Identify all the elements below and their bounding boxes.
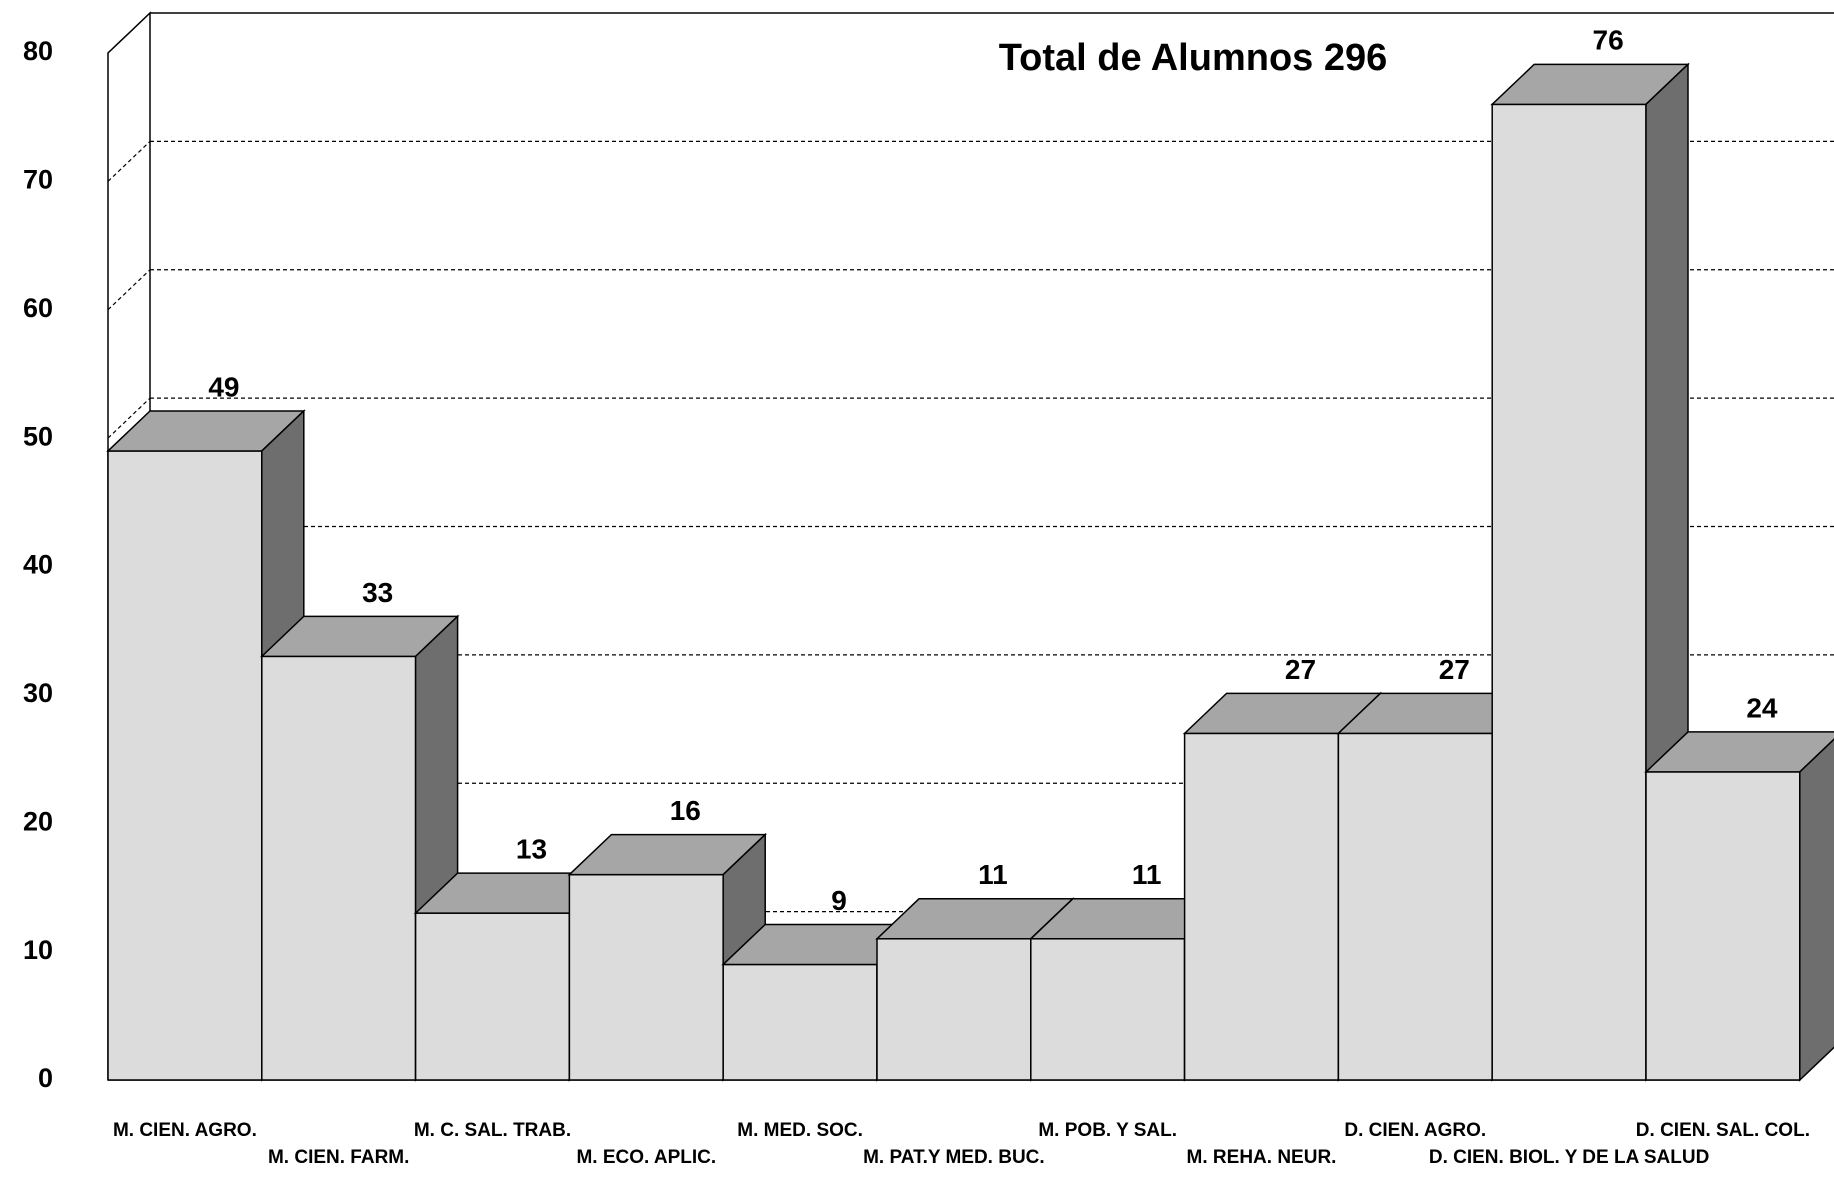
value-label: 33 xyxy=(362,577,393,608)
x-tick-label: M. ECO. APLIC. xyxy=(576,1147,716,1168)
x-tick-label: D. CIEN. AGRO. xyxy=(1344,1120,1486,1141)
y-tick-label: 0 xyxy=(38,1063,53,1093)
value-label: 24 xyxy=(1746,692,1778,723)
x-tick-label: M. PAT.Y MED. BUC. xyxy=(863,1147,1045,1168)
bar-front xyxy=(107,450,263,1081)
bar-front xyxy=(568,873,724,1081)
x-tick-label: M. MED. SOC. xyxy=(737,1120,863,1141)
x-tick-label: M. POB. Y SAL. xyxy=(1038,1120,1177,1141)
value-label: 13 xyxy=(516,834,547,865)
y-tick-label: 40 xyxy=(23,550,53,580)
x-tick-label: D. CIEN. SAL. COL. xyxy=(1636,1120,1810,1141)
value-label: 27 xyxy=(1285,654,1316,685)
value-label: 11 xyxy=(978,859,1008,890)
bar-side xyxy=(1799,738,1834,1082)
value-label: 11 xyxy=(1132,859,1162,890)
bar-top xyxy=(1644,731,1834,773)
value-label: 9 xyxy=(831,885,847,916)
bar-front xyxy=(876,938,1032,1081)
bar-front xyxy=(261,655,417,1081)
grid-line-wall xyxy=(107,140,151,182)
grid-line-wall xyxy=(107,397,151,439)
x-tick-label: D. CIEN. BIOL. Y DE LA SALUD xyxy=(1429,1147,1709,1168)
grid-line-wall xyxy=(107,269,151,311)
value-label: 16 xyxy=(670,795,701,826)
y-tick-label: 50 xyxy=(23,421,53,451)
bar-front xyxy=(1491,103,1647,1081)
y-tick-label: 60 xyxy=(23,293,53,323)
value-label: 49 xyxy=(208,371,239,402)
bar-front xyxy=(414,912,571,1081)
bar-front xyxy=(1030,938,1186,1081)
x-tick-label: M. CIEN. AGRO. xyxy=(113,1120,257,1141)
x-tick-label: M. CIEN. FARM. xyxy=(268,1147,409,1168)
value-label: 76 xyxy=(1593,25,1624,56)
bar-front xyxy=(722,963,878,1081)
y-tick-label: 10 xyxy=(23,935,53,965)
x-tick-label: M. REHA. NEUR. xyxy=(1187,1147,1337,1168)
y-tick-label: 20 xyxy=(23,806,53,836)
y-tick-label: 70 xyxy=(23,165,53,195)
y-tick-label: 80 xyxy=(23,36,53,66)
value-label: 27 xyxy=(1439,654,1470,685)
bar-front xyxy=(1183,732,1340,1081)
bar-front xyxy=(1337,732,1493,1081)
x-tick-label: M. C. SAL. TRAB. xyxy=(414,1120,571,1141)
bar-front xyxy=(1645,771,1801,1081)
y-tick-label: 30 xyxy=(23,678,53,708)
chart-title: Total de Alumnos 296 xyxy=(999,37,1388,79)
